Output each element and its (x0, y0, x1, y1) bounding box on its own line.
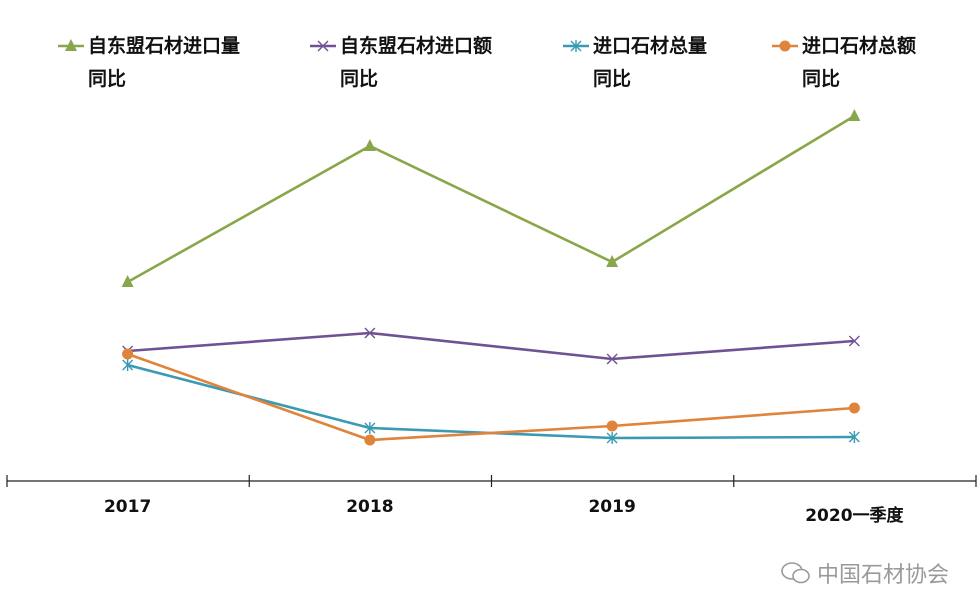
data-point (364, 434, 376, 446)
data-point (848, 109, 861, 121)
legend-label: 自东盟石材进口额 (340, 35, 493, 57)
x-tick-label: 2017 (103, 497, 152, 517)
x-tick-label: 2018 (346, 497, 394, 517)
watermark-text: 中国石材协会 (816, 563, 949, 588)
legend-label: 进口石材总量 (593, 35, 708, 57)
data-point (122, 359, 134, 371)
data-point (65, 39, 77, 51)
legend-label: 同比 (340, 68, 379, 90)
data-point (848, 335, 860, 347)
data-point (779, 40, 791, 52)
data-point (570, 40, 582, 52)
legend-label: 进口石材总额 (802, 35, 917, 57)
legend-label: 同比 (802, 68, 841, 90)
x-tick-label: 2020一季度 (805, 506, 904, 526)
data-point (606, 432, 618, 444)
x-tick-label: 2019 (588, 497, 636, 517)
data-point (317, 40, 329, 52)
series-1 (122, 327, 860, 365)
legend-label: 同比 (593, 68, 632, 90)
series-2 (122, 359, 860, 444)
legend-swatch (563, 40, 589, 52)
data-point (606, 353, 618, 365)
data-point (848, 402, 860, 414)
series-line (126, 114, 856, 284)
legend-swatch (772, 40, 798, 52)
series-line (127, 352, 855, 442)
legend-swatch (58, 39, 84, 51)
series-line (127, 331, 855, 361)
data-point (848, 431, 860, 443)
series-3 (122, 348, 860, 446)
data-point (364, 327, 376, 339)
wechat-icon (781, 562, 810, 584)
watermark: 中国石材协会 (781, 557, 949, 589)
data-point (121, 275, 134, 287)
legend-label: 自东盟石材进口量 (88, 35, 241, 57)
data-point (606, 255, 619, 267)
legend-swatch (310, 40, 336, 52)
data-point (122, 348, 134, 360)
series-0 (121, 109, 861, 287)
legend-label: 同比 (88, 68, 127, 90)
data-point (364, 422, 376, 434)
series-line (127, 363, 855, 440)
data-point (606, 420, 618, 432)
data-point (363, 139, 376, 151)
